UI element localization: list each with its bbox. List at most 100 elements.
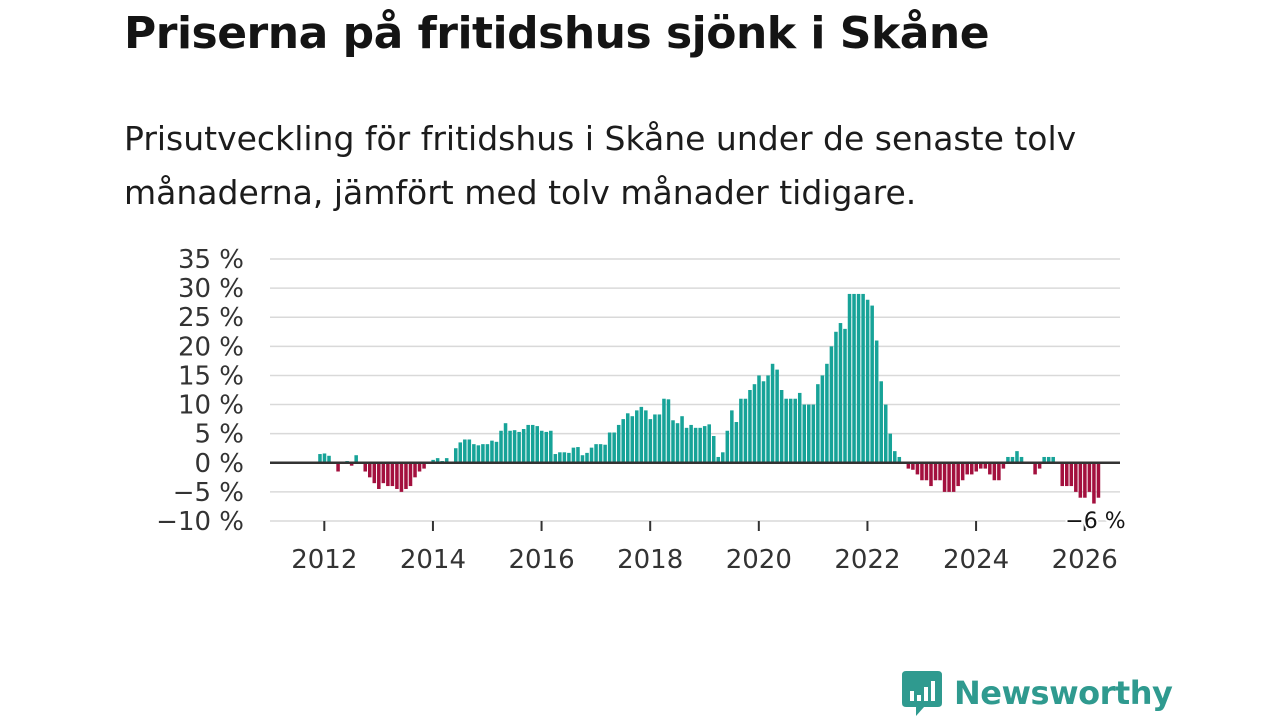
x-tick-label: 2024 xyxy=(943,545,1009,575)
bar xyxy=(390,462,395,487)
bar xyxy=(743,398,748,463)
bar xyxy=(861,293,865,463)
bar xyxy=(490,440,494,463)
y-tick-label: 30 % xyxy=(178,274,244,304)
bar xyxy=(979,462,983,469)
bar xyxy=(413,462,417,478)
bar xyxy=(336,462,340,472)
bar xyxy=(811,404,816,463)
bar xyxy=(422,462,426,469)
bar xyxy=(589,447,594,463)
x-tick-label: 2022 xyxy=(834,545,900,575)
bar xyxy=(838,323,843,463)
bar xyxy=(1078,462,1083,498)
y-tick-label: 35 % xyxy=(178,245,244,275)
x-tick-label: 2016 xyxy=(508,545,574,575)
bar xyxy=(494,441,499,463)
bar xyxy=(458,442,463,463)
bar xyxy=(408,462,413,487)
bar xyxy=(598,444,603,463)
x-tick-label: 2020 xyxy=(726,545,792,575)
bar xyxy=(969,462,974,475)
bar xyxy=(372,462,377,484)
bar xyxy=(367,462,372,478)
x-tick-label: 2012 xyxy=(291,545,357,575)
bar xyxy=(834,331,838,463)
bar xyxy=(956,462,960,487)
bar xyxy=(363,462,367,472)
brand-name: Newsworthy xyxy=(954,674,1173,712)
bar xyxy=(1006,456,1010,463)
bar xyxy=(1001,462,1006,469)
bar xyxy=(635,410,639,463)
bar xyxy=(1042,456,1046,463)
bar xyxy=(757,375,761,463)
bar xyxy=(1033,462,1037,475)
bar xyxy=(748,390,752,463)
bar xyxy=(960,462,965,481)
bar xyxy=(702,426,707,463)
bar xyxy=(616,424,621,463)
bar xyxy=(779,390,784,463)
bar xyxy=(1074,462,1078,492)
bar xyxy=(906,462,911,469)
bar xyxy=(1092,462,1096,504)
bar xyxy=(467,439,472,463)
bar xyxy=(662,398,666,463)
bar xyxy=(549,430,553,463)
bar xyxy=(354,455,358,463)
bar xyxy=(883,404,888,463)
bar xyxy=(630,416,635,463)
bar xyxy=(544,431,549,463)
bar xyxy=(721,452,725,463)
bar xyxy=(775,369,779,463)
newsworthy-logo-icon xyxy=(902,671,942,716)
bar xyxy=(535,426,539,463)
bar xyxy=(893,451,897,463)
bar xyxy=(463,439,467,463)
bar xyxy=(517,431,521,463)
bar xyxy=(730,410,734,463)
bar xyxy=(680,416,684,463)
bar xyxy=(784,398,788,463)
y-tick-label: 0 % xyxy=(194,449,244,479)
bar xyxy=(594,444,598,463)
bar xyxy=(888,433,893,463)
bar xyxy=(607,432,612,463)
bar xyxy=(797,392,802,463)
bar xyxy=(947,462,951,492)
bar xyxy=(539,430,544,463)
bar xyxy=(1069,462,1074,487)
bar xyxy=(856,293,861,463)
bar xyxy=(648,419,653,463)
bar xyxy=(716,456,721,463)
bar xyxy=(843,328,847,463)
bar xyxy=(847,293,852,463)
x-tick-label: 2026 xyxy=(1052,545,1118,575)
bar xyxy=(567,452,571,463)
bar xyxy=(1010,456,1015,463)
bar xyxy=(386,462,390,487)
annotation-label: −6 % xyxy=(1065,509,1125,534)
bar xyxy=(481,444,485,463)
bar xyxy=(1065,462,1069,487)
bar xyxy=(770,363,775,463)
bar xyxy=(788,398,793,463)
newsworthy-logo[interactable]: Newsworthy xyxy=(902,669,1173,717)
bar xyxy=(508,430,512,463)
bar xyxy=(793,398,797,463)
bar xyxy=(499,430,503,463)
bar xyxy=(657,414,662,463)
bar xyxy=(879,381,883,463)
bar xyxy=(349,462,354,466)
bar xyxy=(503,423,508,463)
bar xyxy=(698,427,702,463)
bar xyxy=(807,404,811,463)
bar xyxy=(802,404,807,463)
y-axis-labels: 35 %30 %25 %20 %15 %10 %5 %0 %−5 %−10 % xyxy=(156,245,244,537)
y-tick-label: 5 % xyxy=(194,420,244,450)
bar xyxy=(965,462,969,475)
bar xyxy=(865,299,870,463)
bars xyxy=(318,293,1101,504)
bar xyxy=(476,445,481,463)
